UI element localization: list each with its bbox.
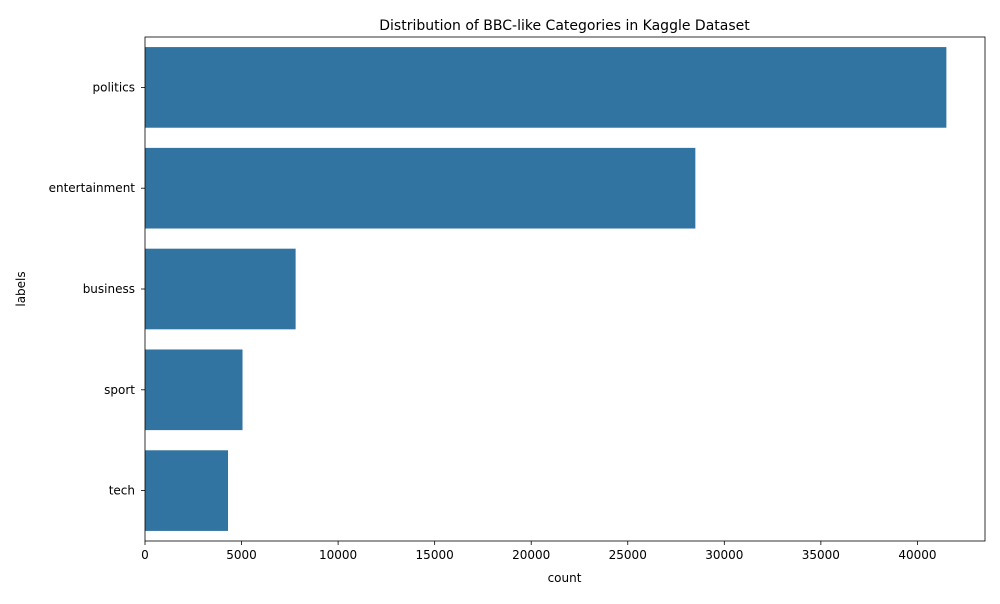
x-tick-label: 25000 [609,548,647,562]
x-axis-label: count [548,571,582,585]
x-tick-label: 0 [141,548,149,562]
x-tick-label: 10000 [319,548,357,562]
y-tick-label-politics: politics [92,80,135,94]
bar-tech [145,450,229,531]
bar-entertainment [145,147,696,229]
bars-group [145,47,947,531]
y-tick-label-tech: tech [109,484,135,498]
bar-business [145,248,296,330]
plot-frame [144,36,986,542]
y-tick-label-entertainment: entertainment [49,181,136,195]
x-tick-label: 15000 [416,548,454,562]
x-tick-label: 5000 [226,548,257,562]
bar-politics [145,47,947,128]
bar-sport [145,349,243,431]
y-tick-label-business: business [83,282,135,296]
chart-title: Distribution of BBC-like Categories in K… [379,18,750,34]
axes-group: politics entertainment business sport tech 0 5… [49,36,986,562]
x-tick-label: 35000 [802,548,840,562]
y-tick-label-sport: sport [104,383,135,397]
x-tick-label: 30000 [705,548,743,562]
y-axis-label: labels [14,271,28,306]
x-tick-label: 20000 [512,548,550,562]
x-tick-label: 40000 [898,548,936,562]
